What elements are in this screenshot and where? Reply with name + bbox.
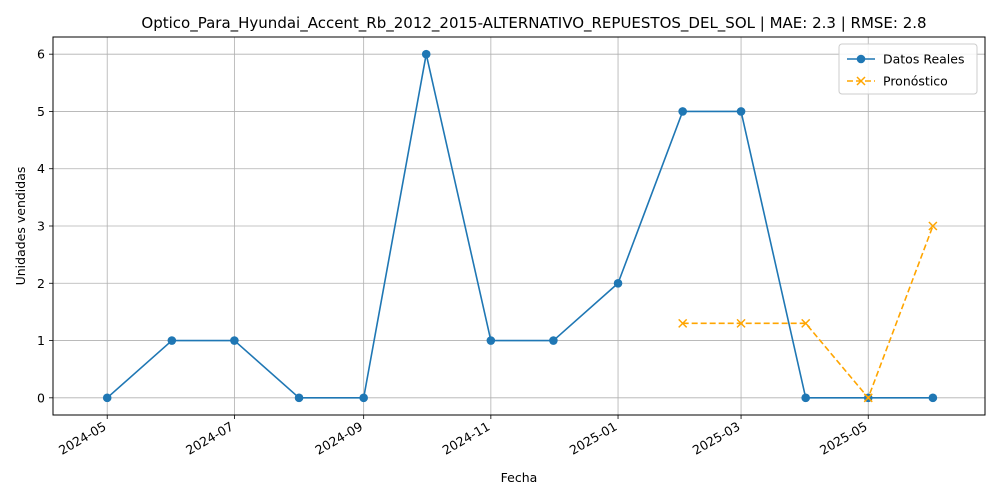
data-point [678, 318, 688, 328]
data-point [486, 336, 496, 345]
data-point [736, 318, 746, 328]
y-tick-label: 4 [37, 161, 45, 176]
data-point [359, 393, 368, 403]
y-tick-label: 1 [37, 333, 45, 348]
y-tick-label: 5 [37, 104, 45, 119]
legend-label: Datos Reales [883, 52, 964, 67]
data-point [167, 336, 177, 345]
data-point [230, 336, 239, 345]
legend-box [838, 43, 978, 95]
series-line [106, 53, 933, 399]
data-point [736, 107, 746, 116]
legend-swatch-marker [856, 76, 866, 86]
plot-series [102, 49, 938, 403]
y-tick-label: 0 [37, 390, 45, 405]
series-line [682, 225, 934, 399]
data-point [928, 221, 938, 231]
data-point [863, 393, 873, 403]
y-tick-label: 2 [37, 276, 45, 291]
x-axis-title: Fecha [501, 470, 538, 485]
data-point [678, 107, 687, 116]
legend-swatch-marker [856, 54, 866, 64]
data-point [294, 393, 304, 403]
legend-label: Pronóstico [883, 74, 948, 89]
data-point [613, 278, 623, 288]
data-point [102, 393, 112, 403]
y-tick-label: 6 [37, 47, 45, 62]
y-tick-label: 3 [37, 219, 45, 234]
data-point [421, 49, 431, 59]
data-point [801, 393, 810, 403]
legend: Datos Reales Pronóstico [838, 43, 978, 95]
series-forecast [678, 221, 938, 403]
data-point [928, 393, 938, 403]
data-point [549, 336, 558, 345]
chart-title: Optico_Para_Hyundai_Accent_Rb_2012_2015-… [141, 14, 926, 33]
data-point [801, 318, 811, 328]
y-axis-title: Unidades vendidas [13, 167, 28, 286]
